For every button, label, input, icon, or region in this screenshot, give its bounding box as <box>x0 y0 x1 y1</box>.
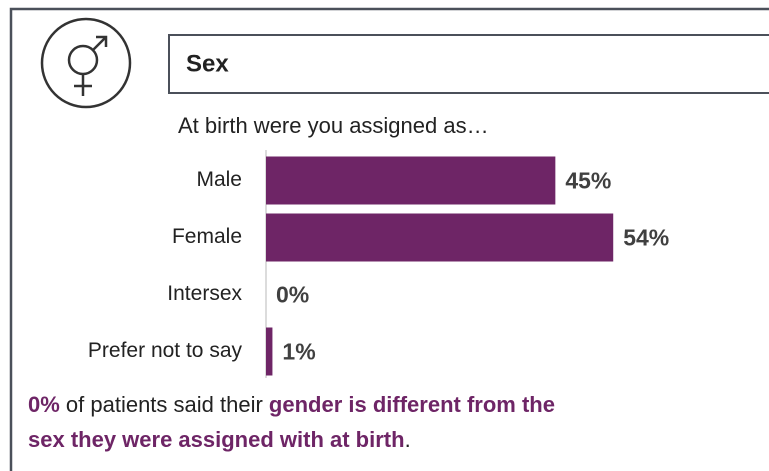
category-label: Prefer not to say <box>88 339 243 362</box>
header-box <box>168 34 769 94</box>
bar <box>266 327 273 376</box>
category-label: Female <box>172 225 242 248</box>
footer-line: sex they were assigned with at birth. <box>28 427 411 452</box>
footer-text: sex they were assigned with at birth <box>28 427 405 452</box>
footer-text: of patients said their <box>60 392 269 417</box>
bar <box>266 156 556 205</box>
value-label: 45% <box>565 168 611 194</box>
value-label: 54% <box>623 225 669 251</box>
value-label: 0% <box>276 282 309 308</box>
category-label: Intersex <box>167 282 242 305</box>
header-title: Sex <box>186 50 229 77</box>
bar <box>266 213 614 262</box>
footer-text: 0% <box>28 392 60 417</box>
outer-frame <box>9 7 769 471</box>
footer-text: . <box>405 427 411 452</box>
category-label: Male <box>196 168 242 191</box>
chart-title: At birth were you assigned as… <box>178 113 489 138</box>
gender-icon <box>40 17 132 109</box>
value-label: 1% <box>282 339 315 365</box>
footer-line: 0% of patients said their gender is diff… <box>28 392 555 417</box>
footer-text: gender is different from the <box>269 392 555 417</box>
